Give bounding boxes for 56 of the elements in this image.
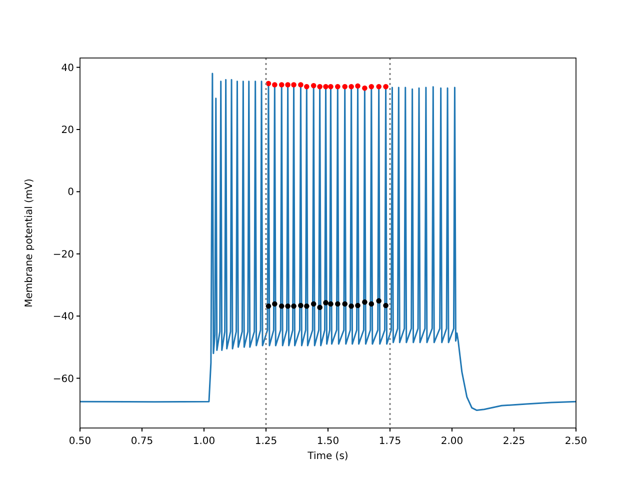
point: [310, 301, 316, 307]
point: [328, 84, 334, 90]
point: [376, 84, 382, 90]
point: [368, 84, 374, 90]
x-tick-label: 1.75: [378, 436, 402, 447]
y-tick-label: −40: [52, 312, 74, 323]
point: [304, 84, 310, 90]
x-tick-label: 2.50: [564, 436, 588, 447]
point: [278, 303, 284, 309]
point: [298, 82, 304, 88]
x-tick-label: 0.50: [68, 436, 92, 447]
point: [342, 301, 348, 307]
x-tick-label: 1.00: [192, 436, 216, 447]
point: [304, 303, 310, 309]
point: [317, 84, 322, 90]
point: [323, 300, 328, 306]
point: [298, 302, 304, 308]
x-tick-label: 1.50: [316, 436, 340, 447]
point: [323, 84, 328, 90]
x-tick-label: 2.00: [440, 436, 464, 447]
point: [285, 82, 290, 88]
x-tick-label: 2.25: [502, 436, 526, 447]
point: [266, 80, 272, 86]
point: [278, 82, 284, 88]
point: [335, 301, 340, 307]
point: [355, 302, 360, 308]
point: [348, 84, 354, 90]
point: [362, 86, 368, 91]
point: [291, 303, 296, 309]
point: [355, 83, 360, 89]
x-tick-label: 1.25: [254, 436, 278, 447]
x-tick-label: 0.75: [130, 436, 154, 447]
y-tick-label: 0: [68, 187, 74, 198]
line-series: [80, 72, 576, 412]
point: [310, 83, 316, 88]
point: [348, 303, 354, 309]
point: [342, 84, 348, 90]
y-tick-label: −20: [52, 249, 74, 260]
y-tick-label: −60: [52, 374, 74, 385]
point: [335, 84, 340, 90]
point: [383, 302, 388, 308]
point: [383, 84, 388, 90]
point: [272, 82, 278, 88]
point: [328, 301, 334, 307]
point: [362, 299, 368, 305]
point: [291, 82, 296, 88]
point: [376, 298, 382, 304]
point: [368, 301, 374, 307]
x-axis-title: Time (s): [306, 451, 348, 462]
y-axis-title: Membrane potential (mV): [24, 178, 35, 308]
y-tick-label: 40: [61, 62, 74, 74]
point: [266, 303, 272, 309]
y-tick-label: 20: [61, 125, 74, 136]
point: [272, 301, 278, 307]
point: [317, 304, 322, 310]
point: [285, 303, 290, 309]
